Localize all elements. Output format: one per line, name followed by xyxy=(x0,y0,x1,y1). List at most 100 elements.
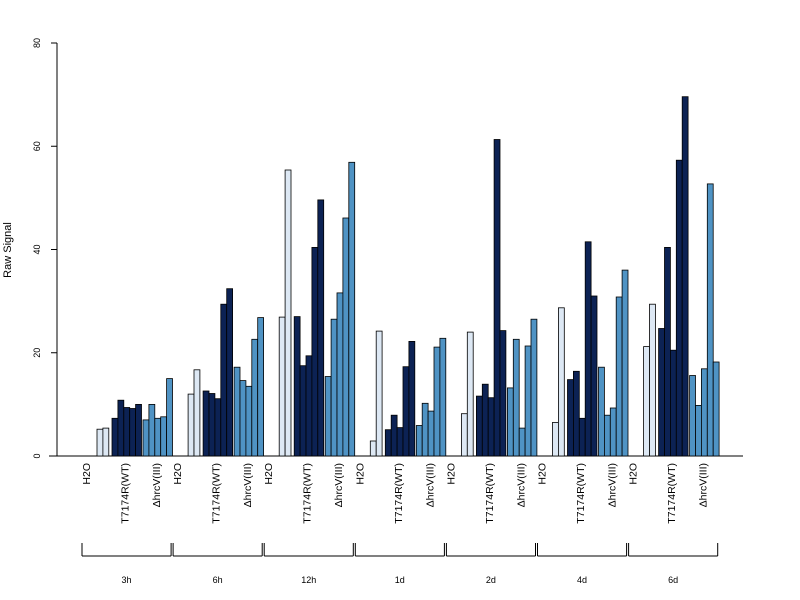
timepoint-label: 1d xyxy=(395,575,405,585)
bar-4d-t7174r-wt-1 xyxy=(567,379,574,457)
bar-4d-hrcv-iii-1 xyxy=(598,366,605,457)
group-label: H2O xyxy=(628,463,640,485)
timepoint-label: 6h xyxy=(213,575,223,585)
group-label: H2O xyxy=(263,463,275,485)
y-tick-label: 0 xyxy=(32,453,42,458)
bar-12h-t7174r-wt-1 xyxy=(293,316,301,457)
bar-6h-h2o-1 xyxy=(187,393,195,457)
bar-1d-hrcv-iii-1 xyxy=(415,425,423,457)
bar-12h-hrcv-iii-2 xyxy=(330,318,338,457)
bar-3h-hrcv-iii-4 xyxy=(160,416,167,457)
bar-12h-t7174r-wt-4 xyxy=(311,246,319,457)
group-label: H2O xyxy=(354,463,366,485)
bar-3h-h2o-2 xyxy=(102,427,110,457)
bar-4d-t7174r-wt-5 xyxy=(590,295,598,457)
bar-6d-t7174r-wt-4 xyxy=(675,159,683,457)
group-label: T7174R(WT) xyxy=(302,463,314,524)
bar-4d-h2o-2 xyxy=(558,307,565,457)
group-label: T7174R(WT) xyxy=(666,463,678,524)
bar-6d-h2o-1 xyxy=(643,346,650,457)
bar-6h-t7174r-wt-5 xyxy=(226,288,233,457)
bar-4d-hrcv-iii-3 xyxy=(609,407,617,457)
bar-1d-t7174r-wt-3 xyxy=(396,427,404,457)
group-label: ΔhrcV(III) xyxy=(698,463,710,507)
timepoint-brackets: 3h 6h 12h 1d 2d 4d 6d xyxy=(81,543,719,585)
bar-2d-t7174r-wt-2 xyxy=(481,383,489,457)
bar-12h-hrcv-iii-4 xyxy=(342,217,350,457)
bar-1d-hrcv-iii-3 xyxy=(427,410,435,457)
bar-6d-t7174r-wt-5 xyxy=(681,96,689,457)
bar-3h-h2o-1 xyxy=(96,428,104,457)
group-label: ΔhrcV(III) xyxy=(424,463,436,507)
bar-3h-hrcv-iii-3 xyxy=(154,417,162,457)
bar-6d-hrcv-iii-4 xyxy=(706,183,714,457)
bar-6h-t7174r-wt-1 xyxy=(202,390,210,457)
bar-2d-h2o-1 xyxy=(460,413,468,457)
group-label: H2O xyxy=(445,463,457,485)
bar-2d-hrcv-iii-5 xyxy=(530,318,538,457)
group-label: T7174R(WT) xyxy=(393,463,405,524)
bar-6h-h2o-2 xyxy=(193,369,201,457)
bar-4d-hrcv-iii-5 xyxy=(621,269,629,457)
y-tick-label: 20 xyxy=(32,348,42,358)
bar-6d-hrcv-iii-1 xyxy=(689,375,696,457)
group-labels: H2O T7174R(WT) ΔhrcV(III) H2O T7174R(WT) Δhrc… xyxy=(81,463,710,524)
group-label: T7174R(WT) xyxy=(120,463,132,524)
bar-2d-t7174r-wt-4 xyxy=(493,139,501,457)
y-axis-label: Raw Signal xyxy=(2,222,14,278)
timepoint-label: 4d xyxy=(577,575,587,585)
bar-1d-h2o-1 xyxy=(369,440,377,457)
bar-2d-t7174r-wt-1 xyxy=(475,395,483,457)
group-label: H2O xyxy=(81,463,93,485)
timepoint-label: 12h xyxy=(301,575,316,585)
bar-1d-t7174r-wt-5 xyxy=(408,340,416,457)
bar-3h-t7174r-wt-3 xyxy=(123,407,131,457)
group-label: ΔhrcV(III) xyxy=(515,463,527,507)
bar-1d-hrcv-iii-2 xyxy=(421,402,429,457)
bar-6h-hrcv-iii-2 xyxy=(239,380,247,457)
bar-6d-hrcv-iii-3 xyxy=(701,368,708,457)
bar-2d-hrcv-iii-1 xyxy=(506,387,514,457)
bar-6d-t7174r-wt-3 xyxy=(670,349,677,457)
bar-12h-h2o-1 xyxy=(278,316,286,457)
y-tick-label: 40 xyxy=(32,244,42,254)
bar-12h-t7174r-wt-5 xyxy=(317,199,325,457)
bar-3h-t7174r-wt-1 xyxy=(111,417,119,457)
bar-1d-t7174r-wt-4 xyxy=(402,366,410,457)
bar-1d-hrcv-iii-5 xyxy=(439,337,447,457)
bar-6d-t7174r-wt-2 xyxy=(664,246,671,457)
bar-2d-t7174r-wt-3 xyxy=(487,397,495,457)
bar-6h-t7174r-wt-3 xyxy=(214,398,222,457)
timepoint-label: 6d xyxy=(668,575,678,585)
group-label: H2O xyxy=(537,463,549,485)
bar-4d-hrcv-iii-4 xyxy=(615,296,623,457)
bar-1d-hrcv-iii-4 xyxy=(433,346,441,457)
bar-4d-hrcv-iii-2 xyxy=(604,414,611,457)
group-label: ΔhrcV(III) xyxy=(333,463,345,507)
bar-1d-t7174r-wt-2 xyxy=(390,414,398,457)
group-label: ΔhrcV(III) xyxy=(242,463,254,507)
bar-12h-t7174r-wt-2 xyxy=(299,365,307,457)
bar-6h-t7174r-wt-2 xyxy=(208,393,216,457)
bar-2d-t7174r-wt-5 xyxy=(499,330,507,457)
bar-4d-h2o-1 xyxy=(552,421,559,457)
bar-12h-hrcv-iii-5 xyxy=(348,161,356,457)
bar-3h-t7174r-wt-5 xyxy=(135,403,142,457)
bar-6d-h2o-2 xyxy=(649,303,656,457)
bar-1d-t7174r-wt-1 xyxy=(384,429,392,457)
bar-4d-t7174r-wt-4 xyxy=(584,241,592,457)
y-tick-label: 80 xyxy=(32,38,42,48)
group-label: T7174R(WT) xyxy=(484,463,496,524)
bar-4d-t7174r-wt-3 xyxy=(578,417,586,457)
bar-6h-hrcv-iii-3 xyxy=(245,385,253,457)
group-label: ΔhrcV(III) xyxy=(151,463,163,507)
bar-2d-hrcv-iii-2 xyxy=(512,338,520,457)
bar-3h-hrcv-iii-2 xyxy=(148,403,156,457)
bar-6d-hrcv-iii-2 xyxy=(695,404,702,457)
bar-6h-hrcv-iii-1 xyxy=(233,366,241,457)
bar-3h-hrcv-iii-5 xyxy=(166,378,173,457)
group-label: T7174R(WT) xyxy=(575,463,587,524)
group-label: ΔhrcV(III) xyxy=(607,463,619,507)
bar-6h-t7174r-wt-4 xyxy=(220,303,228,457)
